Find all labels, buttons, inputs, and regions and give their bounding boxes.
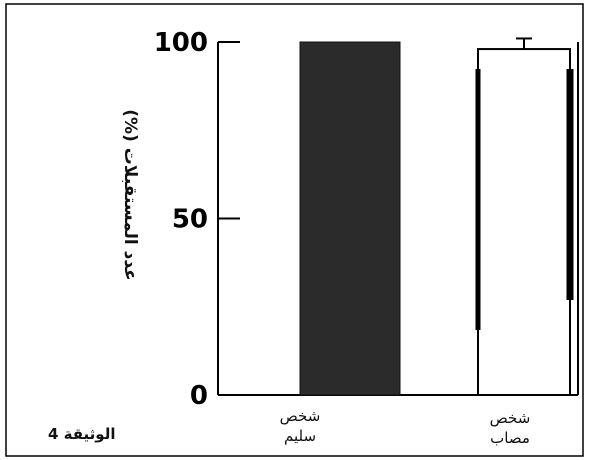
category-label-affected: شخص مصاب	[470, 408, 550, 448]
y-axis-label: عدد المستقبلات (%)	[120, 109, 140, 281]
y-tick-label-50: 50	[172, 205, 208, 235]
category-label-healthy-line2: سليم	[283, 427, 317, 445]
category-label-affected-line1: شخص	[489, 409, 531, 427]
document-label: الوثيقة 4	[48, 425, 116, 443]
bar-affected	[477, 48, 571, 397]
y-tick-label-100: 100	[154, 28, 208, 58]
category-label-healthy: شخص سليم	[260, 406, 340, 446]
category-label-healthy-line1: شخص	[279, 407, 321, 425]
figure-border	[5, 3, 584, 457]
bar-healthy	[299, 41, 401, 396]
category-label-affected-line2: مصاب	[490, 429, 530, 447]
y-tick-label-0: 0	[190, 381, 208, 411]
